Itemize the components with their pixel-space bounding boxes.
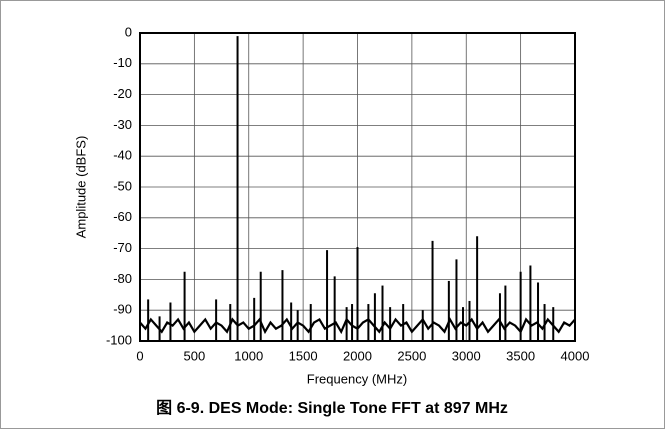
- y-tick-label: -60: [113, 209, 132, 224]
- x-tick-label: 500: [184, 348, 206, 363]
- x-axis-label: Frequency (MHz): [307, 371, 407, 386]
- x-tick-label: 1500: [289, 348, 318, 363]
- x-tick-label: 2500: [397, 348, 426, 363]
- x-tick-label: 3500: [506, 348, 535, 363]
- x-tick-label: 3000: [452, 348, 481, 363]
- x-tick-label: 4000: [561, 348, 590, 363]
- y-tick-label: 0: [125, 24, 132, 39]
- y-tick-label: -20: [113, 86, 132, 101]
- plot-border: [139, 32, 576, 342]
- y-tick-label: -90: [113, 302, 132, 317]
- y-tick-label: -100: [106, 332, 132, 347]
- y-tick-label: -70: [113, 240, 132, 255]
- x-tick-label: 2000: [343, 348, 372, 363]
- y-tick-label: -10: [113, 55, 132, 70]
- y-tick-label: -30: [113, 117, 132, 132]
- y-tick-label: -50: [113, 178, 132, 193]
- x-tick-label: 0: [136, 348, 143, 363]
- y-tick-label: -80: [113, 271, 132, 286]
- caption: 图 6-9. DES Mode: Single Tone FFT at 897 …: [156, 399, 508, 417]
- y-tick-label: -40: [113, 148, 132, 163]
- y-axis-label: Amplitude (dBFS): [73, 136, 88, 239]
- x-tick-label: 1000: [234, 348, 263, 363]
